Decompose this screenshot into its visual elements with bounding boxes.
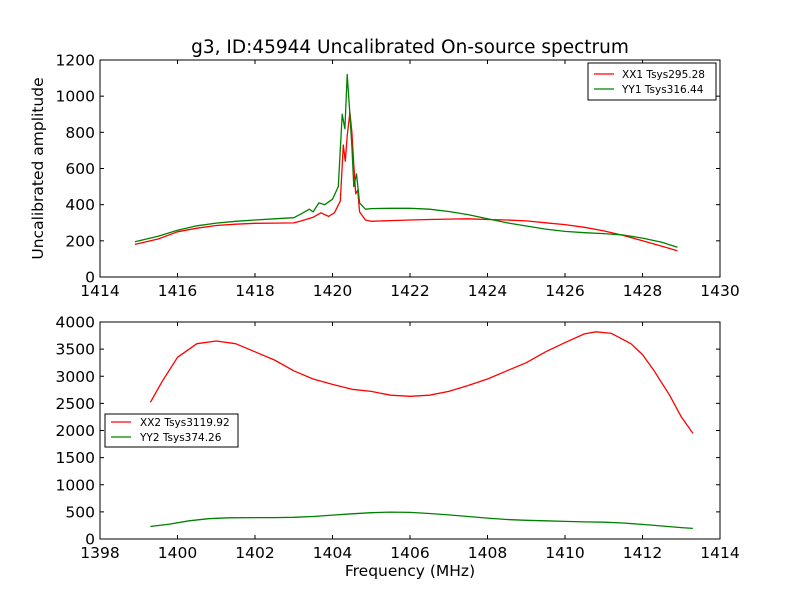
bottom-xtick-label: 1398: [80, 544, 119, 562]
top-xtick-label: 1418: [235, 282, 274, 300]
legend-label-xx2: XX2 Tsys3119.92: [140, 417, 230, 429]
bottom-xtick-label: 1408: [468, 544, 507, 562]
top-ytick-label: 800: [65, 124, 95, 142]
bottom-xtick-label: 1400: [158, 544, 197, 562]
top-series-xx1: [134, 111, 678, 252]
top-legend: XX1 Tsys295.28 YY1 Tsys316.44: [587, 62, 717, 101]
top-xtick-label: 1416: [158, 282, 197, 300]
top-xtick-label: 1424: [468, 282, 507, 300]
bottom-plot-area: [149, 331, 694, 530]
top-ytick-label: 0: [85, 269, 95, 287]
top-plot-area: [134, 73, 678, 252]
bottom-ytick-label: 2000: [56, 422, 95, 440]
bottom-ytick-label: 1500: [56, 449, 95, 467]
top-ytick-label: 200: [65, 232, 95, 250]
bottom-ytick-label: 1000: [56, 476, 95, 494]
top-xtick-label: 1426: [545, 282, 584, 300]
chart-title: g3, ID:45944 Uncalibrated On-source spec…: [191, 37, 629, 58]
legend-label-yy1: YY1 Tsys316.44: [621, 84, 704, 96]
top-ticks: 1414 1416 1418 1420 1422 1424 1426 1428 1430 0 200…: [56, 52, 740, 301]
subplot-bottom: 1398 1400 1402 1404 1406 1408 1410 1412 1414 0 500…: [56, 314, 740, 581]
bottom-xtick-label: 1410: [545, 544, 584, 562]
top-ytick-label: 600: [65, 160, 95, 178]
top-xtick-label: 1420: [313, 282, 352, 300]
bottom-ytick-label: 500: [65, 503, 95, 521]
bottom-legend-box: [104, 413, 239, 448]
bottom-xtick-label: 1412: [623, 544, 662, 562]
top-ytick-label: 400: [65, 196, 95, 214]
bottom-xtick-label: 1404: [313, 544, 352, 562]
legend-label-yy2: YY2 Tsys374.26: [139, 432, 222, 444]
bottom-xtick-label: 1406: [390, 544, 429, 562]
top-ytick-label: 1000: [56, 88, 95, 106]
top-legend-box: [587, 62, 717, 101]
legend-label-xx1: XX1 Tsys295.28: [622, 69, 705, 81]
top-ylabel: Uncalibrated amplitude: [29, 77, 47, 259]
bottom-series-yy2: [150, 511, 693, 530]
subplot-top: 1414 1416 1418 1420 1422 1424 1426 1428 1430 0 200…: [29, 52, 740, 301]
bottom-xlabel: Frequency (MHz): [345, 562, 475, 580]
bottom-xtick-label: 1414: [700, 544, 739, 562]
bottom-ytick-label: 2500: [56, 395, 95, 413]
top-xtick-label: 1428: [623, 282, 662, 300]
top-series-yy1: [134, 73, 678, 248]
bottom-xtick-label: 1402: [235, 544, 274, 562]
top-xtick-label: 1422: [390, 282, 429, 300]
bottom-series-xx2: [149, 331, 694, 434]
bottom-ticks: 1398 1400 1402 1404 1406 1408 1410 1412 1414 0 500…: [56, 314, 740, 563]
top-xtick-label: 1430: [700, 282, 739, 300]
top-xtick-label: 1414: [80, 282, 119, 300]
bottom-legend: XX2 Tsys3119.92 YY2 Tsys374.26: [104, 413, 239, 448]
bottom-ytick-label: 3500: [56, 341, 95, 359]
bottom-ytick-label: 3000: [56, 368, 95, 386]
top-ytick-label: 1200: [56, 52, 95, 70]
bottom-ytick-label: 4000: [56, 314, 95, 332]
bottom-ytick-label: 0: [85, 531, 95, 549]
